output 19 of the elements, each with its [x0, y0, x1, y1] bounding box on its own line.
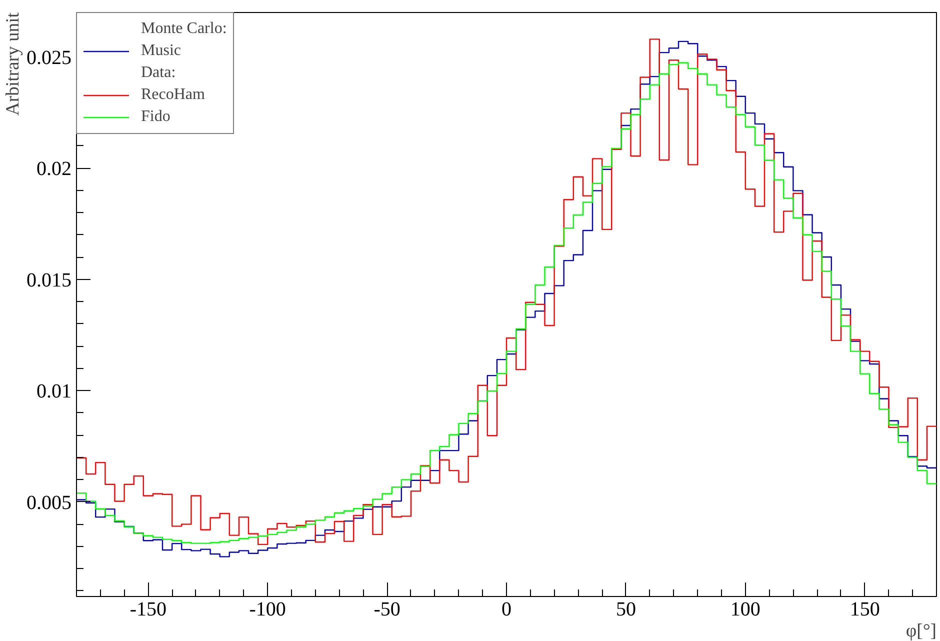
- y-tick-label: 0.025: [26, 46, 72, 69]
- x-tick-label: 100: [730, 598, 760, 620]
- legend-label: Fido: [141, 108, 170, 126]
- y-tick-label: 0.02: [36, 158, 72, 180]
- legend-label: RecoHam: [141, 86, 205, 104]
- y-tick-label: 0.015: [26, 269, 72, 292]
- y-tick-label: 0.005: [26, 492, 72, 514]
- y-tick-label: 0.01: [36, 380, 72, 403]
- x-tick-label: -100: [249, 598, 286, 620]
- legend-label: Music: [141, 42, 181, 60]
- x-tick-label: -50: [374, 598, 400, 620]
- x-tick-label: 150: [850, 598, 880, 620]
- annotation: Data:: [141, 64, 176, 82]
- x-axis-title: φ[°]: [906, 620, 937, 641]
- x-tick-label: -150: [130, 598, 167, 620]
- x-tick-label: 50: [616, 598, 636, 620]
- x-tick-label: 0: [502, 598, 512, 620]
- y-axis-title: Arbitrary unit: [2, 12, 24, 116]
- annotation: Monte Carlo:: [141, 20, 227, 38]
